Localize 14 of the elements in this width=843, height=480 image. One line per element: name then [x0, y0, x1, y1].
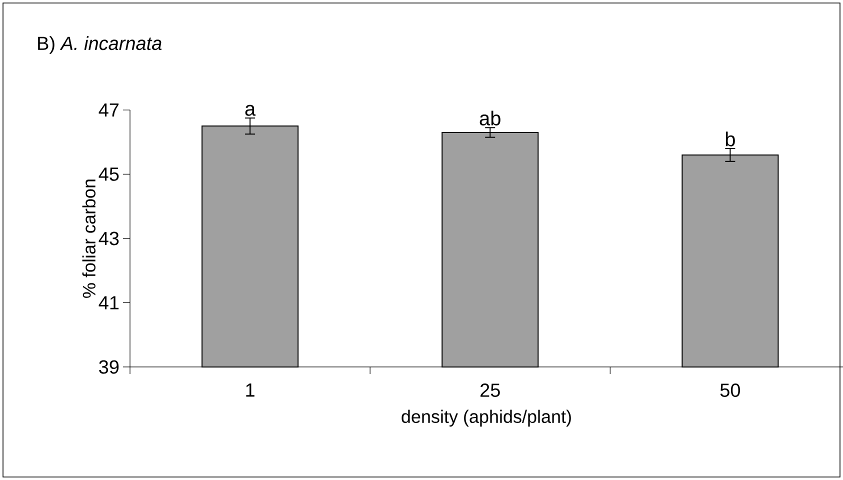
- x-tick-label: 50: [720, 384, 740, 397]
- x-axis-title: density (aphids/plant): [402, 410, 571, 427]
- y-tick-label: 45: [98, 168, 119, 181]
- y-axis-title: % foliar carbon: [82, 180, 96, 298]
- chart-title: B) A. incarnata: [38, 36, 162, 54]
- y-tick-label: 43: [98, 232, 119, 246]
- annotation: b: [726, 132, 735, 146]
- annotation: ab: [480, 110, 500, 126]
- y-tick-label: 39: [99, 360, 119, 374]
- y-tick-label: 41: [98, 296, 119, 310]
- annotation: a: [245, 104, 256, 116]
- x-tick-label: 1: [246, 384, 254, 397]
- x-tick-label: 25: [480, 384, 500, 397]
- y-tick-label: 47: [98, 103, 119, 117]
